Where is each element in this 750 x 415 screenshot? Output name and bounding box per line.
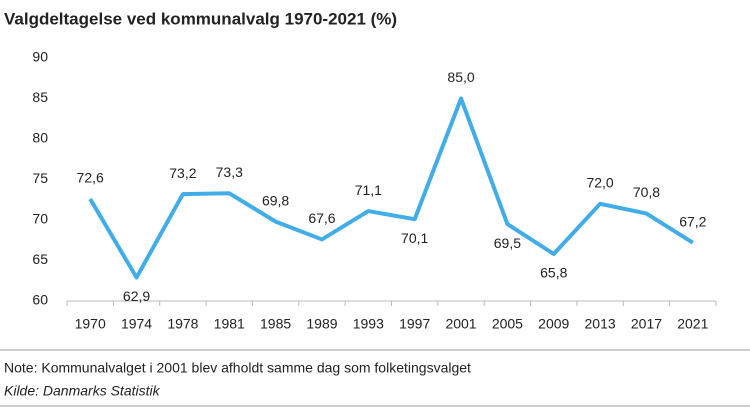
source: Kilde: Danmarks Statistik — [4, 383, 161, 399]
data-label: 67,6 — [308, 210, 335, 226]
data-label: 70,8 — [633, 184, 660, 200]
x-tick-label: 2001 — [445, 316, 476, 332]
data-label: 62,9 — [123, 288, 150, 304]
x-tick-label: 1974 — [121, 316, 152, 332]
y-tick-label: 85 — [32, 89, 48, 105]
data-label: 69,5 — [494, 235, 521, 251]
data-label: 73,2 — [169, 165, 196, 181]
data-label: 69,8 — [262, 192, 289, 208]
data-line — [88, 96, 694, 280]
x-tick-label: 1985 — [260, 316, 291, 332]
data-label: 71,1 — [355, 182, 382, 198]
data-label: 72,0 — [586, 175, 613, 191]
x-tick-label: 2009 — [538, 316, 569, 332]
data-label: 65,8 — [540, 265, 567, 281]
y-tick-label: 75 — [32, 170, 48, 186]
x-tick-label: 1981 — [214, 316, 245, 332]
data-label: 73,3 — [216, 164, 243, 180]
x-tick-label: 1970 — [75, 316, 106, 332]
x-tick-label: 2017 — [631, 316, 662, 332]
chart-title: Valgdeltagelse ved kommunalvalg 1970-202… — [4, 9, 397, 28]
x-tick-label: 2013 — [585, 316, 616, 332]
x-tick-label: 1997 — [399, 316, 430, 332]
y-tick-label: 60 — [32, 292, 48, 308]
x-tick-label: 2005 — [492, 316, 523, 332]
x-tick-label: 2021 — [677, 316, 708, 332]
data-label: 72,6 — [77, 170, 104, 186]
note: Note: Kommunalvalget i 2001 blev afholdt… — [4, 360, 471, 376]
data-label: 85,0 — [447, 69, 474, 85]
y-tick-label: 70 — [32, 211, 48, 227]
data-label: 70,1 — [401, 230, 428, 246]
y-tick-label: 90 — [32, 49, 48, 65]
x-tick-label: 1993 — [353, 316, 384, 332]
y-tick-label: 80 — [32, 130, 48, 146]
y-tick-label: 65 — [32, 251, 48, 267]
x-tick-label: 1989 — [306, 316, 337, 332]
x-tick-label: 1978 — [167, 316, 198, 332]
data-label: 67,2 — [679, 213, 706, 229]
